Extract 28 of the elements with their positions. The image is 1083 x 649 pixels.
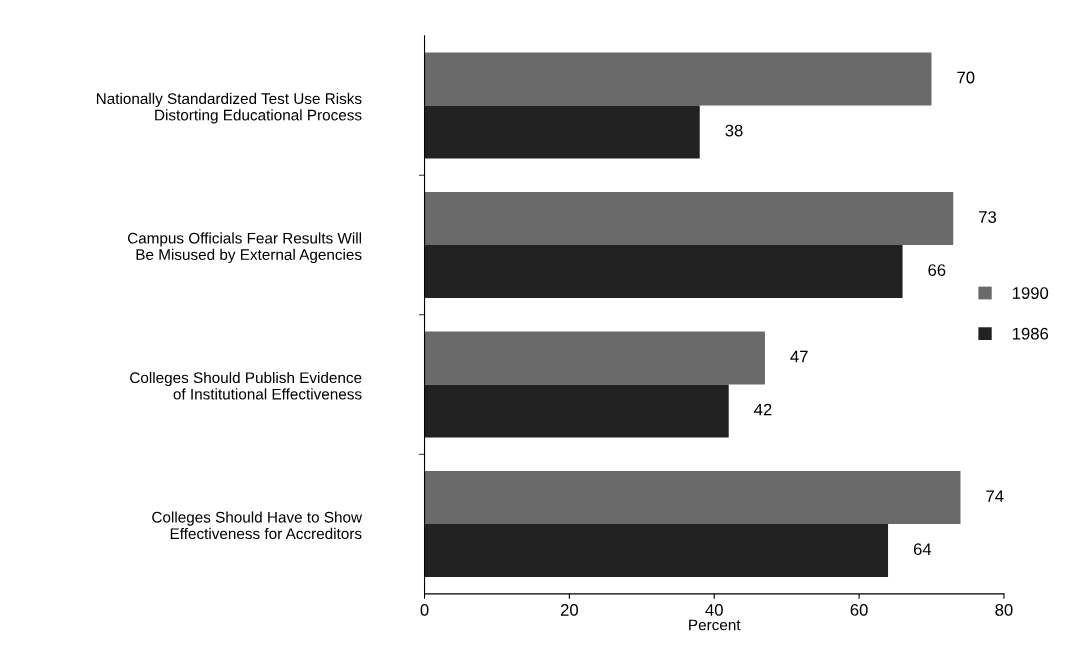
- x-tick-label: 80: [995, 604, 1013, 616]
- y-tick-label: Colleges Should Have to Show Effectiveness for Accreditors: [152, 511, 363, 540]
- bar: [424, 105, 700, 159]
- bar: [424, 331, 765, 385]
- x-tick-label: 0: [420, 604, 429, 616]
- bar: [424, 191, 954, 245]
- legend-label: 1990: [1012, 287, 1049, 299]
- data-label: 64: [913, 543, 932, 556]
- bar: [424, 524, 889, 578]
- x-tick-label: 40: [705, 604, 723, 616]
- data-label: 42: [754, 403, 772, 416]
- data-label: 66: [928, 264, 946, 276]
- y-tick-label: Colleges Should Publish Evidence of Institutional Effectiveness: [130, 371, 362, 400]
- y-tick-label: Nationally Standardized Test Use Risks Distorting Educational Process: [96, 92, 362, 124]
- data-label: 70: [957, 71, 975, 84]
- data-label: 73: [979, 211, 997, 223]
- x-tick-label: 20: [560, 604, 579, 616]
- bar: [424, 384, 729, 438]
- x-axis-title: Percent: [689, 619, 741, 631]
- data-label: 74: [986, 490, 1004, 502]
- y-tick-label: Campus Officials Fear Results Will Be Misused by External Agencies: [127, 232, 362, 264]
- data-label: 38: [725, 124, 743, 137]
- legend-label: 1986: [1012, 327, 1049, 340]
- bar: [424, 52, 932, 106]
- bar: [424, 245, 903, 299]
- bar: [424, 471, 961, 525]
- data-label: 47: [790, 350, 808, 363]
- x-tick-label: 60: [850, 604, 868, 616]
